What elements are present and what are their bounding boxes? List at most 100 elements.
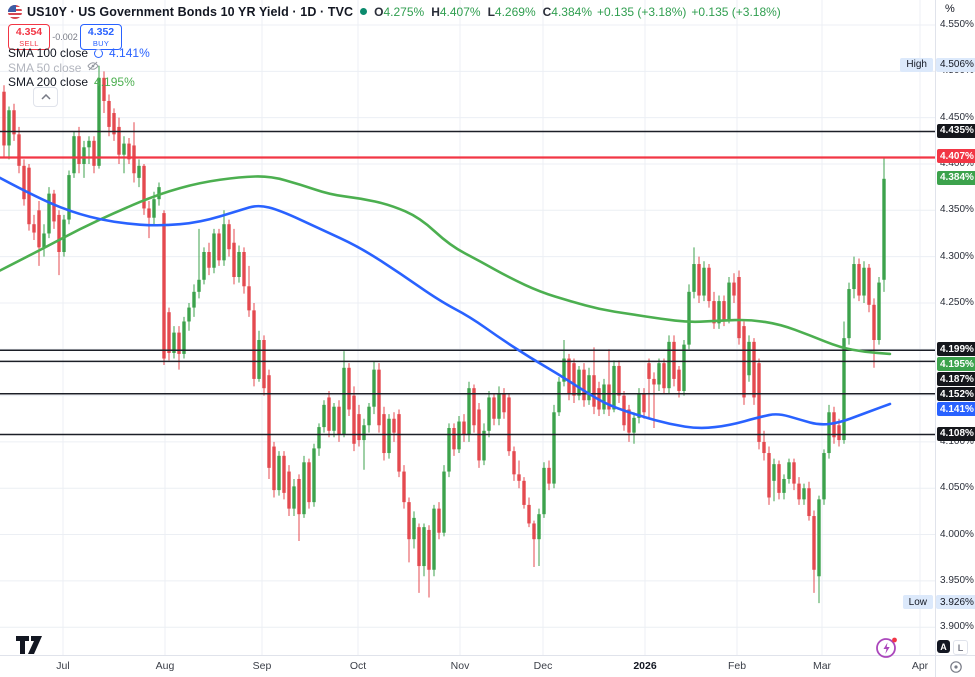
candle-body	[432, 508, 436, 570]
candle-body	[627, 409, 631, 433]
candle-body	[787, 462, 791, 479]
candle-body	[2, 91, 6, 146]
legend-row-sma100[interactable]: SMA 100 close 4.141%	[8, 46, 150, 61]
candle-body	[302, 462, 306, 515]
candle-body	[822, 453, 826, 500]
candle-body	[62, 219, 66, 252]
scale-buttons: A L	[937, 640, 968, 655]
candle-body	[107, 100, 111, 127]
candle-body	[337, 406, 341, 435]
candle-body	[722, 301, 726, 320]
legend-row-sma50[interactable]: SMA 50 close	[8, 61, 150, 76]
price-label-4.141: 4.141%	[937, 402, 975, 417]
collapse-legend-button[interactable]	[33, 87, 58, 107]
spread-value: -0.002	[52, 32, 78, 42]
instant-trading-button[interactable]	[874, 634, 900, 665]
candle-body	[877, 282, 881, 341]
candle-body	[882, 178, 886, 280]
candle-body	[867, 267, 871, 305]
candle-body	[292, 486, 296, 509]
candle-body	[687, 291, 691, 345]
candle-body	[707, 267, 711, 302]
candle-body	[282, 455, 286, 493]
candle-body	[672, 341, 676, 379]
candle-body	[452, 428, 456, 450]
tradingview-logo[interactable]	[16, 636, 50, 659]
price-tick: 4.550%	[940, 19, 974, 30]
candle-body	[472, 388, 476, 426]
price-tick: 4.000%	[940, 528, 974, 540]
candle-body	[157, 187, 161, 200]
candle-body	[332, 406, 336, 431]
price-unit-button[interactable]: %	[945, 3, 955, 15]
open-label: O	[374, 4, 384, 19]
candle-body	[552, 412, 556, 484]
legend-row-sma200[interactable]: SMA 200 close 4.195%	[8, 75, 150, 90]
loading-spinner-icon	[94, 48, 104, 58]
candle-body	[317, 427, 321, 449]
candle-body	[307, 462, 311, 503]
sma100-value: 4.141%	[109, 46, 150, 61]
candle-body	[397, 414, 401, 472]
candle-body	[37, 210, 41, 248]
sma200-line[interactable]	[0, 175, 892, 356]
candle-body	[362, 425, 366, 441]
price-label-4.384: 4.384%	[937, 170, 975, 185]
candle-body	[737, 277, 741, 339]
eye-hidden-icon[interactable]	[87, 60, 99, 75]
change-value: +0.135 (+3.18%)	[597, 4, 687, 19]
sma100-line[interactable]	[0, 176, 892, 430]
candle-body	[752, 341, 756, 398]
symbol-title[interactable]: US10Y · US Government Bonds 10 YR Yield …	[27, 4, 354, 19]
candle-body	[587, 375, 591, 401]
buy-button[interactable]: 4.352 BUY	[80, 24, 122, 50]
candle-body	[237, 251, 241, 278]
candle-body	[577, 369, 581, 396]
candle-body	[812, 516, 816, 570]
candle-body	[682, 344, 686, 391]
sell-button[interactable]: 4.354 SELL	[8, 24, 50, 50]
candle-body	[212, 233, 216, 268]
ohlc-values: O4.275% H4.407% L4.269% C4.384%	[374, 5, 592, 19]
candle-body	[142, 165, 146, 209]
price-tick: 4.400%	[940, 157, 974, 169]
time-axis[interactable]: Jul Aug Sep Oct Nov Dec 2026 Feb Mar Apr	[0, 655, 935, 677]
candle-body	[132, 145, 136, 174]
candle-body	[167, 312, 171, 353]
auto-scale-button[interactable]: A	[937, 640, 950, 653]
axis-corner[interactable]	[935, 655, 975, 677]
candle-body	[207, 251, 211, 268]
candle-body	[462, 421, 466, 435]
candle-body	[192, 291, 196, 308]
chart-canvas[interactable]	[0, 0, 935, 655]
candle-body	[407, 502, 411, 540]
candle-body	[852, 264, 856, 290]
candle-body	[582, 369, 586, 401]
candle-body	[842, 338, 846, 441]
price-label-4.199: 4.199%	[937, 342, 975, 357]
candle-body	[52, 193, 56, 222]
candle-body	[257, 340, 261, 379]
price-axis[interactable]: 4.550%4.500%4.450%4.400%4.350%4.300%4.25…	[935, 0, 975, 655]
time-tick-Apr: Apr	[911, 660, 929, 672]
candle-body	[567, 358, 571, 394]
candle-body	[652, 378, 656, 385]
candle-body	[22, 165, 26, 200]
candle-body	[162, 213, 166, 359]
market-status-icon[interactable]	[360, 8, 368, 15]
sma100-name: SMA 100 close	[8, 46, 89, 61]
candle-body	[47, 193, 51, 234]
price-label-4.187: 4.187%	[937, 372, 975, 387]
candle-body	[862, 267, 866, 296]
candle-body	[32, 224, 36, 233]
candle-body	[262, 340, 266, 389]
candle-body	[297, 478, 301, 515]
candle-body	[442, 471, 446, 533]
candle-body	[872, 304, 876, 341]
candle-body	[602, 384, 606, 410]
candle-body	[287, 471, 291, 509]
candle-body	[377, 369, 381, 426]
log-scale-button[interactable]: L	[953, 640, 968, 655]
sma200-value: 4.195%	[94, 75, 135, 90]
sell-price: 4.354	[15, 26, 43, 38]
